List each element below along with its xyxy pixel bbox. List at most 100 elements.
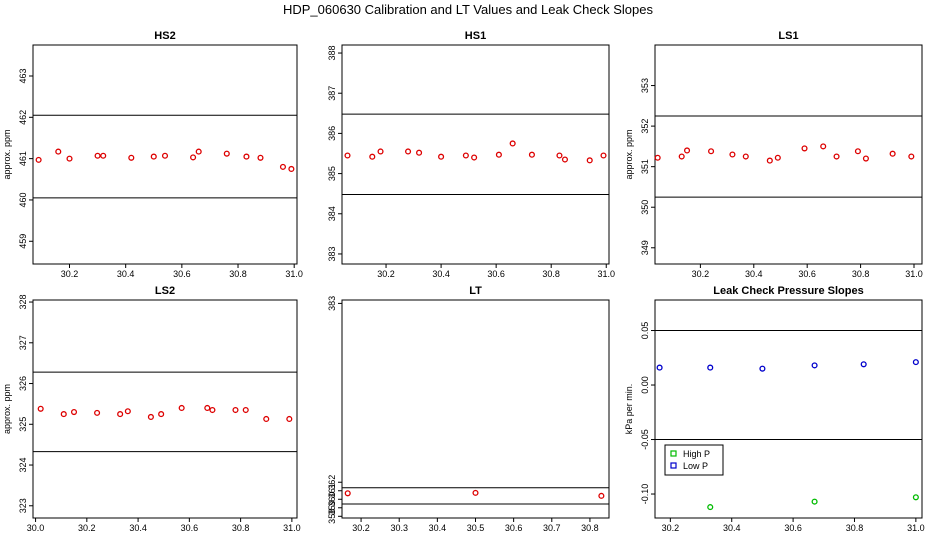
x-tick-label: 31.0 (285, 269, 303, 279)
panel-title: Leak Check Pressure Slopes (713, 285, 863, 297)
x-tick-label: 30.0 (27, 523, 45, 533)
data-point (759, 365, 766, 372)
data-point (369, 153, 376, 160)
x-tick-label: 30.8 (852, 269, 870, 279)
data-point (242, 406, 249, 414)
figure-title: HDP_060630 Calibration and LT Values and… (283, 2, 654, 17)
data-point (94, 152, 101, 159)
data-point (860, 361, 867, 368)
legend-box (664, 444, 724, 476)
data-point (257, 154, 264, 161)
y-tick-label: 383 (327, 246, 337, 261)
data-point (683, 147, 691, 154)
y-tick-label: 462 (18, 110, 28, 125)
data-point (438, 153, 445, 160)
y-tick-label: 327 (18, 335, 28, 350)
x-tick-label: 31.0 (597, 269, 615, 279)
panel-title: LS1 (778, 30, 798, 42)
panel-title: LT (469, 285, 482, 297)
data-point (288, 165, 295, 173)
x-tick-label: 30.6 (798, 269, 816, 279)
legend-label: High P (683, 449, 710, 459)
panel-6: Leak Check Pressure Slopes 30.2 30.4 30.6 30… (624, 285, 925, 533)
data-point (37, 405, 44, 412)
y-tick-label: 361 (327, 483, 337, 498)
x-tick-label: 30.6 (487, 269, 505, 279)
data-point (801, 145, 808, 152)
data-point (416, 149, 423, 156)
x-tick-label: 30.7 (543, 523, 561, 533)
data-point (471, 154, 478, 161)
data-point (742, 153, 749, 160)
data-point (908, 153, 915, 160)
data-point (405, 148, 412, 155)
y-tick-label: -0.10 (640, 484, 650, 505)
data-point (204, 404, 211, 412)
x-tick-label: 30.4 (745, 269, 763, 279)
x-tick-label: 31.0 (907, 523, 925, 533)
data-point (678, 153, 685, 160)
y-tick-label: 0.05 (640, 322, 650, 340)
plot-frame (341, 44, 610, 265)
x-tick-label: 30.8 (542, 269, 560, 279)
data-point (811, 362, 818, 369)
data-point (586, 157, 593, 164)
data-point (912, 359, 919, 366)
x-tick-label: 30.2 (377, 269, 395, 279)
x-tick-label: 30.2 (78, 523, 96, 533)
plot-frame (654, 44, 923, 265)
x-tick-label: 30.8 (229, 269, 247, 279)
data-point (708, 148, 715, 155)
x-tick-label: 30.4 (429, 523, 447, 533)
data-point (344, 490, 351, 497)
y-tick-label: 328 (18, 295, 28, 310)
y-tick-label: 383 (327, 296, 337, 311)
y-axis-label: approx. ppm (2, 129, 12, 179)
data-point (509, 140, 516, 147)
y-tick-label: 353 (640, 78, 650, 93)
y-tick-label: 0.00 (640, 376, 650, 394)
data-point (654, 154, 661, 161)
legend: High P Low P (664, 444, 724, 476)
x-tick-label: 30.4 (117, 269, 135, 279)
y-tick-label: 324 (18, 458, 28, 473)
x-tick-label: 30.2 (692, 269, 710, 279)
y-tick-label: 352 (640, 119, 650, 134)
data-point (707, 504, 714, 511)
data-point (178, 404, 185, 412)
plot-frame (341, 299, 610, 519)
y-tick-label: 349 (640, 240, 650, 255)
y-tick-label: 384 (327, 206, 337, 221)
data-point (811, 498, 818, 505)
y-tick-label: 459 (18, 234, 28, 249)
y-tick-label: 387 (327, 86, 337, 101)
y-tick-label: 351 (640, 159, 650, 174)
data-point (833, 153, 840, 160)
panel-2: HS1 30.2 30.4 30.6 30.8 31.0 383 384 385 386 387 38… (327, 30, 615, 279)
x-tick-label: 30.4 (432, 269, 450, 279)
x-tick-label: 30.2 (61, 269, 79, 279)
panel-title: HS2 (154, 30, 175, 42)
y-tick-label: 325 (18, 417, 28, 432)
x-tick-label: 30.6 (173, 269, 191, 279)
data-point (561, 156, 569, 163)
data-point (820, 143, 827, 150)
plot-frame (32, 44, 298, 265)
data-point (243, 153, 250, 160)
data-point (889, 150, 896, 157)
x-tick-label: 31.0 (905, 269, 923, 279)
plot-frame (32, 299, 298, 519)
y-axis-label: kPa per min. (624, 384, 634, 435)
x-tick-label: 30.8 (846, 523, 864, 533)
data-point (195, 148, 202, 155)
data-point (528, 151, 535, 158)
x-tick-label: 30.3 (390, 523, 408, 533)
data-point (223, 150, 230, 157)
data-point (912, 494, 919, 501)
data-point (209, 406, 216, 414)
data-point (656, 364, 663, 371)
data-point (161, 152, 169, 159)
data-point (774, 154, 781, 161)
data-point (100, 152, 107, 159)
